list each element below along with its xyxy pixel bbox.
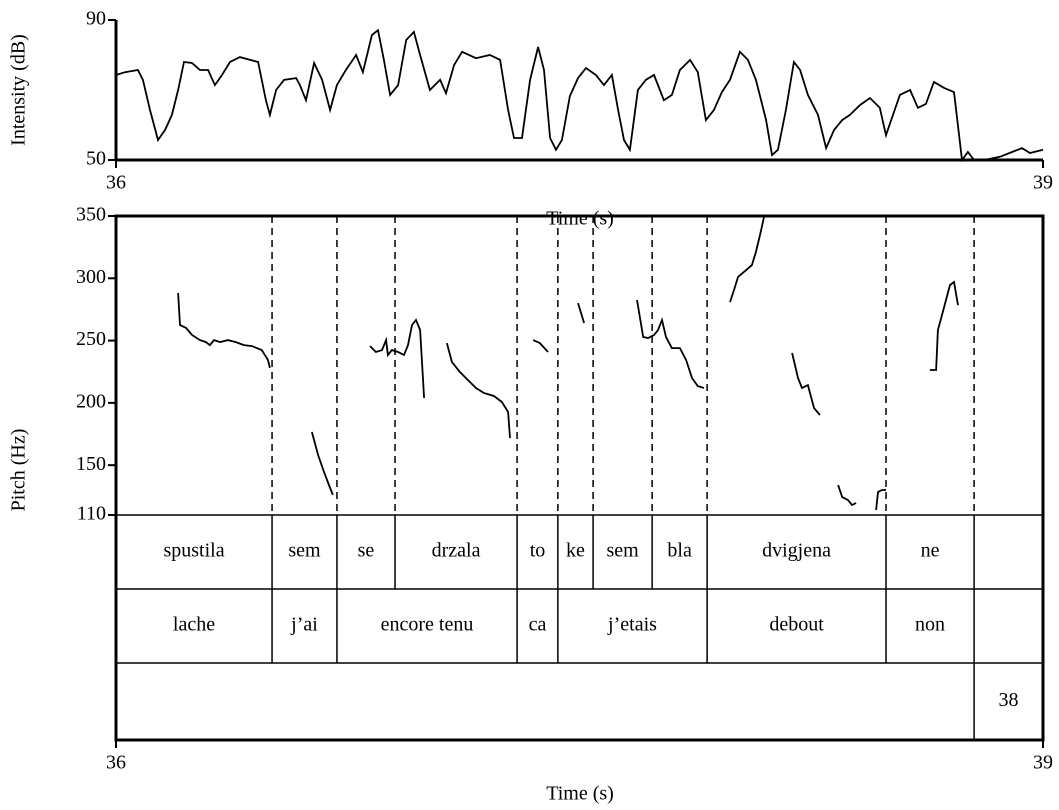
tier-label: ke (566, 540, 585, 562)
tier-label: ne (921, 540, 940, 562)
tier-label: sem (606, 540, 639, 562)
y-axis-label: Pitch (Hz) (8, 429, 30, 512)
tier-label: se (358, 540, 375, 562)
tier-label: bla (667, 540, 692, 562)
tier-label: spustila (163, 540, 224, 562)
tier-label: encore tenu (381, 614, 474, 636)
tier-label: j’ai (290, 614, 318, 636)
y-tick-label: 110 (77, 503, 106, 525)
tier-label: 38 (999, 689, 1019, 711)
intensity-curve (115, 28, 1044, 163)
y-tick-label: 250 (76, 328, 106, 350)
x-tick-label: 39 (1033, 752, 1053, 774)
tier-label: drzala (432, 540, 481, 562)
tier-label: debout (769, 614, 824, 636)
x-axis-label: Time (s) (546, 208, 614, 230)
pitch-curve (177, 216, 959, 511)
y-axis-label: Intensity (dB) (8, 34, 30, 146)
y-tick-label: 150 (76, 453, 106, 475)
y-tick-label: 50 (86, 148, 106, 170)
x-tick-label: 39 (1033, 172, 1053, 194)
tier-label: sem (288, 540, 321, 562)
x-tick-label: 36 (106, 752, 126, 774)
x-axis-label: Time (s) (546, 783, 614, 805)
y-tick-label: 350 (76, 204, 106, 226)
tier-label: dvigjena (762, 540, 831, 562)
tier-label: lache (173, 614, 215, 636)
y-tick-label: 90 (86, 8, 106, 30)
x-tick-label: 36 (106, 172, 126, 194)
y-tick-label: 200 (76, 390, 106, 412)
tier-label: ca (529, 614, 547, 636)
tier-label: to (530, 540, 546, 562)
frame (114, 214, 1045, 742)
y-tick-label: 300 (76, 266, 106, 288)
tier-label: j’etais (607, 614, 657, 636)
tier-label: non (915, 614, 945, 636)
